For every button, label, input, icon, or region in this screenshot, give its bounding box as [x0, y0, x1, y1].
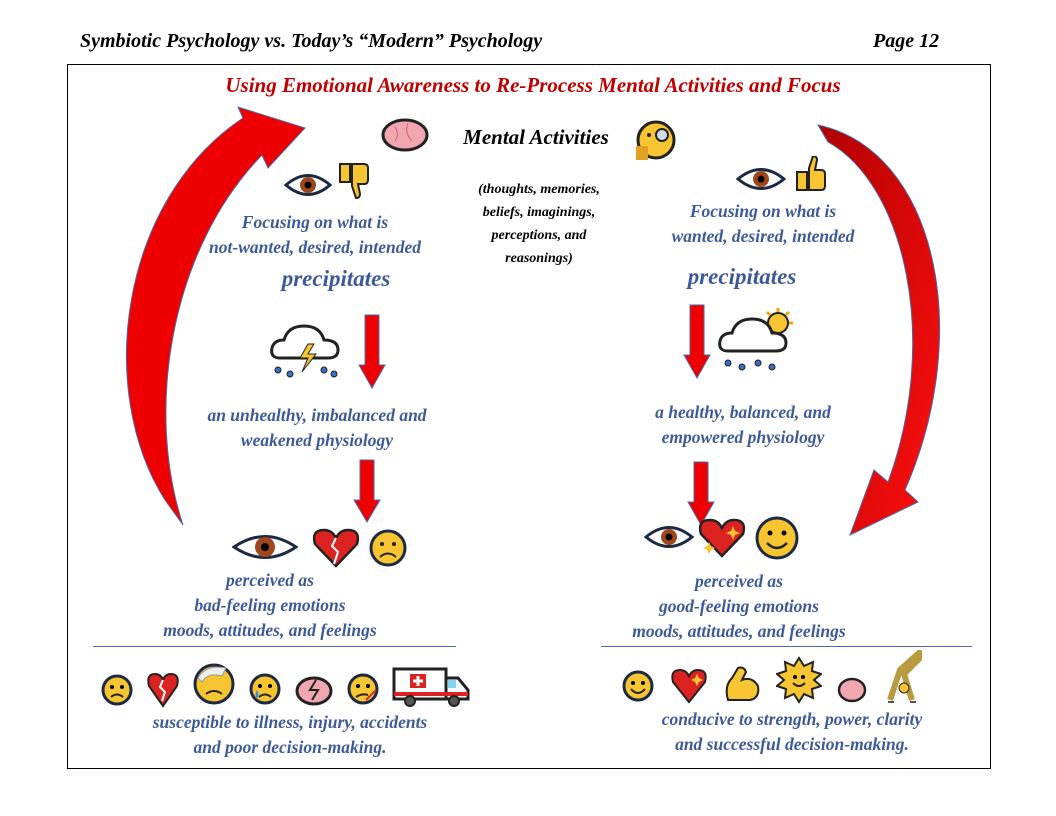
text-line: Focusing on what is: [689, 201, 837, 221]
thumbs-down-icon: [339, 163, 369, 200]
cycle-arrow-left: [125, 106, 306, 526]
sparkling-heart-icon: [671, 668, 707, 704]
brain-icon: [295, 676, 333, 706]
crying-face-icon: [249, 673, 281, 705]
cycle-arrow-right: [816, 124, 940, 536]
eye-icon: [736, 168, 786, 190]
eye-icon: [232, 535, 298, 559]
down-arrow-right-1: [683, 304, 711, 380]
text-line: weakened physiology: [240, 430, 394, 450]
mental-activities-heading: Mental Activities: [463, 125, 609, 149]
text-line: susceptible to illness, injury, accident…: [152, 712, 428, 732]
diagram-frame: [67, 64, 991, 769]
left-outcome-icons: [100, 660, 472, 708]
eye-icon: [644, 526, 694, 548]
brain-icon: [837, 677, 867, 703]
left-precipitates: precipitates: [281, 266, 391, 291]
down-arrow-left-1: [358, 314, 386, 390]
right-divider: [601, 646, 972, 647]
details-line: (thoughts, memories,: [478, 182, 600, 197]
left-physiology-text: an unhealthy, imbalanced and weakened ph…: [207, 403, 426, 453]
thinking-face-icon: [636, 120, 676, 160]
text-line: empowered physiology: [661, 427, 825, 447]
broken-heart-icon: [312, 528, 360, 568]
text-line: wanted, desired, intended: [671, 226, 855, 246]
left-focus-text: Focusing on what is not-wanted, desired,…: [209, 210, 421, 260]
broken-heart-icon: [147, 672, 179, 708]
details-line: reasonings): [505, 251, 573, 266]
flexed-biceps-icon: [725, 666, 760, 701]
ambulance-icon: [392, 667, 470, 707]
smiling-face-icon: [755, 516, 799, 560]
right-precipitates: precipitates: [687, 264, 797, 289]
person-cartwheeling-icon: [887, 650, 922, 703]
text-line: moods, attitudes, and feelings: [632, 621, 846, 641]
left-outcome-text: susceptible to illness, injury, accident…: [153, 710, 428, 760]
left-perceived-text: perceived as bad-feeling emotions moods,…: [163, 568, 376, 643]
right-outcome-icons: [620, 650, 922, 704]
sad-face-icon: [101, 674, 133, 706]
text-line: moods, attitudes, and feelings: [163, 620, 377, 640]
text-line: a healthy, balanced, and: [655, 402, 831, 422]
text-line: perceived as: [695, 571, 783, 591]
right-outcome-text: conducive to strength, power, clarity an…: [662, 707, 923, 757]
text-line: good-feeling emotions: [659, 596, 819, 616]
sun-behind-rain-cloud-icon: [718, 308, 793, 371]
text-line: perceived as: [226, 570, 314, 590]
injured-face-icon: [193, 663, 235, 705]
text-line: an unhealthy, imbalanced and: [207, 405, 427, 425]
text-line: bad-feeling emotions: [194, 595, 346, 615]
diagram-title: Using Emotional Awareness to Re-Process …: [225, 73, 841, 97]
sick-face-icon: [347, 673, 379, 705]
header-title: Symbiotic Psychology vs. Today’s “Modern…: [80, 30, 543, 52]
brain-icon: [381, 118, 429, 152]
page-number: Page 12: [873, 30, 940, 52]
down-arrow-right-2: [687, 461, 715, 527]
sun-face-icon: [776, 656, 822, 704]
storm-cloud-icon: [270, 324, 340, 378]
text-line: not-wanted, desired, intended: [209, 237, 421, 257]
left-divider: [93, 646, 456, 647]
details-line: beliefs, imaginings,: [482, 205, 596, 220]
eye-icon: [284, 174, 332, 196]
smiling-face-icon: [622, 670, 654, 702]
text-line: conducive to strength, power, clarity: [661, 709, 923, 729]
details-line: perceptions, and: [491, 228, 587, 243]
right-physiology-text: a healthy, balanced, and empowered physi…: [655, 400, 831, 450]
text-line: Focusing on what is: [241, 212, 389, 232]
right-focus-text: Focusing on what is wanted, desired, int…: [672, 199, 855, 249]
down-arrow-left-2: [353, 459, 381, 523]
sparkling-heart-icon: [698, 518, 746, 558]
text-line: and poor decision-making.: [193, 737, 387, 757]
thumbs-up-icon: [796, 156, 826, 191]
right-perceived-text: perceived as good-feeling emotions moods…: [632, 569, 845, 644]
mental-activities-details: (thoughts, memories, beliefs, imaginings…: [478, 178, 600, 270]
text-line: and successful decision-making.: [675, 734, 909, 754]
sad-face-icon: [369, 529, 407, 567]
